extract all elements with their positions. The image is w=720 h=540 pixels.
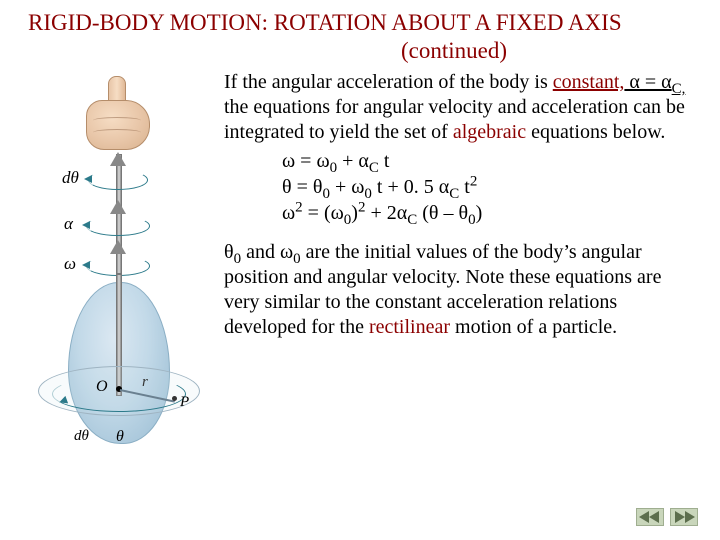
arrowhead-icon	[110, 152, 126, 166]
text-red: constant,	[553, 71, 625, 93]
eq-text: C	[369, 160, 379, 176]
label-theta: θ	[116, 428, 124, 446]
text-red: rectilinear	[369, 316, 450, 338]
arrowhead-icon	[110, 240, 126, 254]
eq-text: 2	[295, 199, 303, 215]
prev-icon	[637, 509, 663, 525]
paragraph-1: If the angular acceleration of the body …	[224, 70, 700, 145]
text: C,	[672, 81, 686, 97]
equation-block: ω = ω0 + αC t θ = θ0 + ω0 t + 0. 5 αC t2…	[282, 149, 700, 226]
eq-text: ω = ω	[282, 150, 330, 172]
text: α = α	[624, 71, 671, 93]
next-button[interactable]	[670, 508, 698, 526]
rotation-ring-icon	[86, 256, 150, 276]
label-O: O	[96, 378, 108, 396]
eq-text: t + 0. 5 α	[372, 176, 449, 198]
eq-text: t	[459, 176, 470, 198]
arrowhead-icon	[110, 200, 126, 214]
eq-text: C	[407, 212, 417, 228]
text: and ω	[241, 241, 293, 263]
equation-3: ω2 = (ω0)2 + 2αC (θ – θ0)	[282, 201, 700, 226]
eq-text: (θ – θ	[417, 202, 468, 224]
slide-title: RIGID-BODY MOTION: ROTATION ABOUT A FIXE…	[28, 10, 700, 36]
eq-text: )	[351, 202, 358, 224]
rotation-ring-icon	[88, 170, 148, 190]
eq-text: 0	[330, 160, 338, 176]
eq-text: + 2α	[365, 202, 407, 224]
text-column: If the angular acceleration of the body …	[224, 70, 700, 344]
eq-text: t	[379, 150, 390, 172]
next-icon	[671, 509, 697, 525]
text: If the angular acceleration of the body …	[224, 71, 553, 93]
eq-text: = (ω	[303, 202, 344, 224]
label-dtheta2: dθ	[74, 428, 89, 445]
label-dtheta: dθ	[62, 168, 79, 188]
slide-subtitle: (continued)	[208, 38, 700, 64]
eq-text: 0	[322, 186, 330, 202]
text: equations below.	[526, 121, 665, 143]
rotation-figure: dθ α ω O r P θ dθ	[28, 76, 208, 456]
label-P: P	[180, 394, 189, 411]
equation-1: ω = ω0 + αC t	[282, 149, 700, 174]
eq-text: 0	[468, 212, 476, 228]
eq-text: 2	[470, 173, 478, 189]
eq-text: θ = θ	[282, 176, 322, 198]
rotation-ring-icon	[86, 216, 150, 236]
content-row: dθ α ω O r P θ dθ	[28, 70, 700, 456]
equation-2: θ = θ0 + ω0 t + 0. 5 αC t2	[282, 175, 700, 200]
eq-text: + ω	[330, 176, 364, 198]
prev-button[interactable]	[636, 508, 664, 526]
eq-text: + α	[337, 150, 369, 172]
eq-text: C	[449, 186, 459, 202]
nav-controls	[636, 508, 698, 526]
rigid-body-blob: O r P θ dθ	[38, 274, 198, 450]
text-red: algebraic	[453, 121, 526, 143]
text: motion of a particle.	[450, 316, 617, 338]
label-alpha: α	[64, 214, 73, 234]
paragraph-2: θ0 and ω0 are the initial values of the …	[224, 240, 700, 340]
right-hand-icon	[86, 78, 156, 152]
eq-text: ω	[282, 202, 295, 224]
text: 0	[293, 251, 301, 267]
eq-text: 0	[364, 186, 372, 202]
label-omega: ω	[64, 254, 76, 274]
text: θ	[224, 241, 234, 263]
eq-text: )	[476, 202, 483, 224]
label-r: r	[142, 374, 148, 391]
slide: RIGID-BODY MOTION: ROTATION ABOUT A FIXE…	[0, 0, 720, 456]
text: 0	[234, 251, 242, 267]
figure-column: dθ α ω O r P θ dθ	[28, 70, 224, 456]
